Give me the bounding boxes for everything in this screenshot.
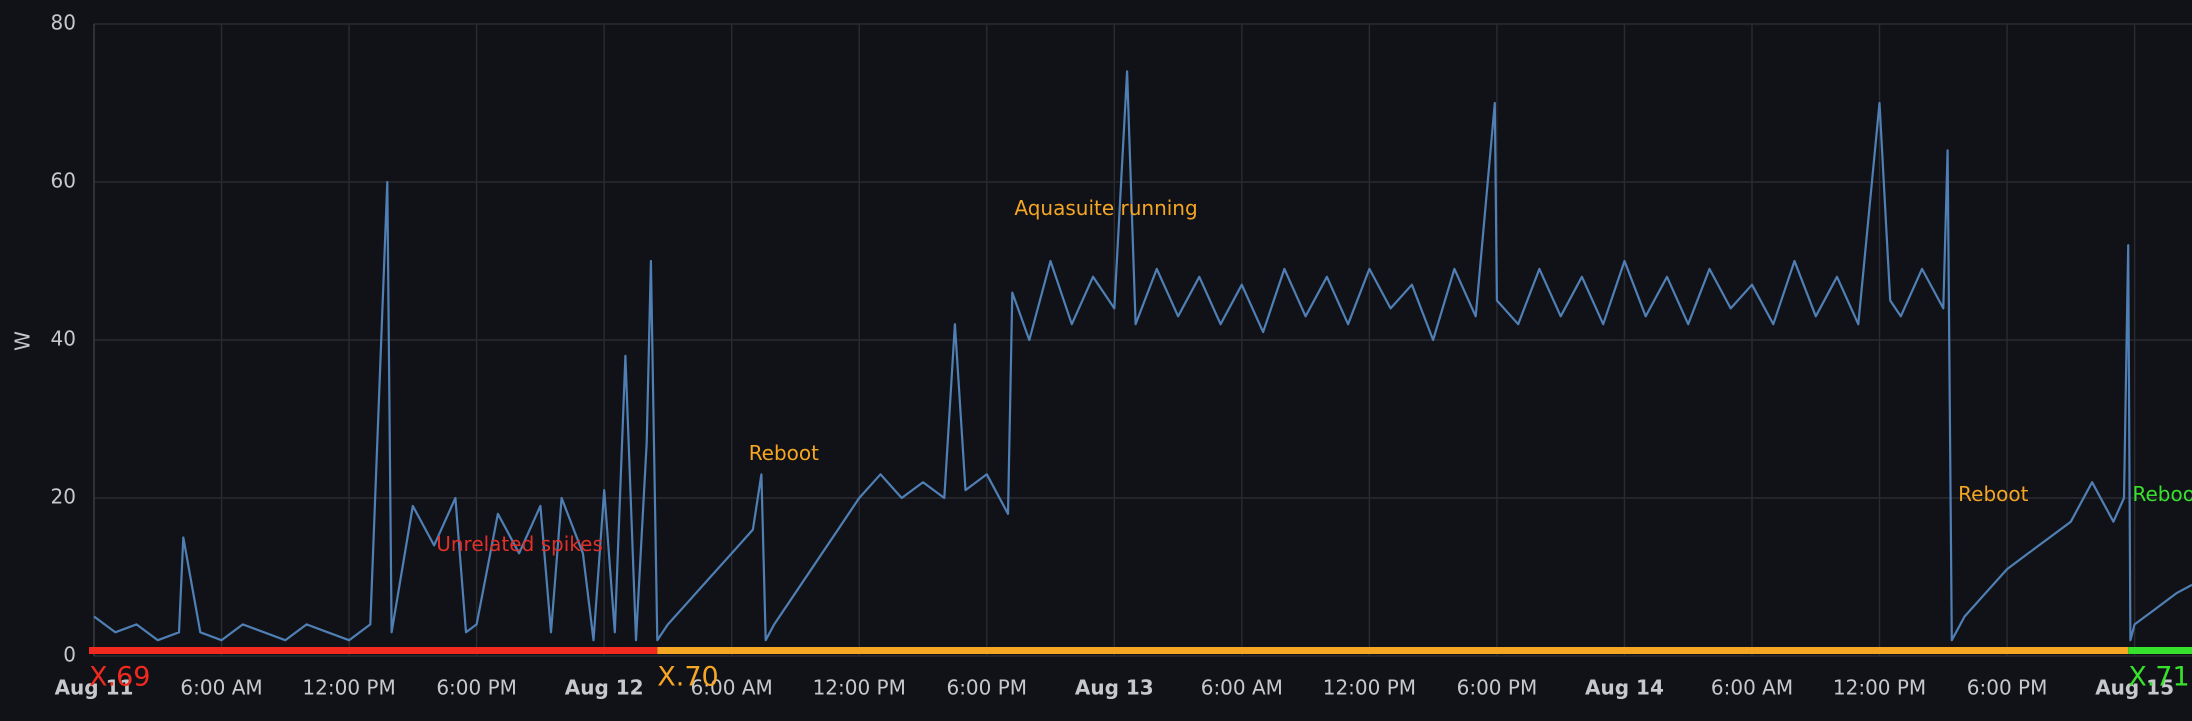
x-tick-label: 6:00 AM	[1711, 676, 1793, 700]
release-bar	[657, 647, 2129, 654]
y-tick-label: 40	[51, 327, 76, 351]
x-tick-label: 12:00 PM	[813, 676, 906, 700]
annotation: Reboot	[749, 441, 819, 465]
y-tick-label: 60	[51, 169, 76, 193]
x-tick-label: 6:00 AM	[691, 676, 773, 700]
annotation: Aquasuite running	[1014, 196, 1197, 220]
series-line	[93, 70, 2192, 642]
release-label: X.71	[2128, 662, 2189, 693]
x-tick-label: Aug 14	[1585, 676, 1664, 700]
x-tick-label: 12:00 PM	[1833, 676, 1926, 700]
x-tick-label: Aug 11	[55, 676, 134, 700]
release-bar	[89, 647, 658, 654]
x-tick-label: 6:00 PM	[436, 676, 517, 700]
x-tick-label: 6:00 PM	[1457, 676, 1538, 700]
release-label: X.69	[89, 662, 150, 693]
x-tick-label: 6:00 PM	[1967, 676, 2048, 700]
x-tick-label: Aug 13	[1075, 676, 1154, 700]
x-tick-label: 12:00 PM	[1323, 676, 1416, 700]
release-bar	[2128, 647, 2192, 654]
y-axis-label: W	[11, 331, 35, 351]
x-tick-label: Aug 15	[2095, 676, 2174, 700]
release-label: X.70	[657, 662, 718, 693]
y-tick-label: 20	[51, 485, 76, 509]
x-tick-label: 6:00 AM	[1201, 676, 1283, 700]
y-tick-label: 0	[63, 643, 76, 667]
x-tick-label: Aug 12	[565, 676, 644, 700]
annotation: Reboot	[2132, 482, 2192, 506]
x-tick-label: 6:00 PM	[946, 676, 1027, 700]
y-tick-label: 80	[51, 11, 76, 35]
annotation: Unrelated spikes	[436, 532, 603, 556]
annotation: Reboot	[1958, 482, 2028, 506]
x-tick-label: 12:00 PM	[302, 676, 395, 700]
x-tick-label: 6:00 AM	[180, 676, 262, 700]
